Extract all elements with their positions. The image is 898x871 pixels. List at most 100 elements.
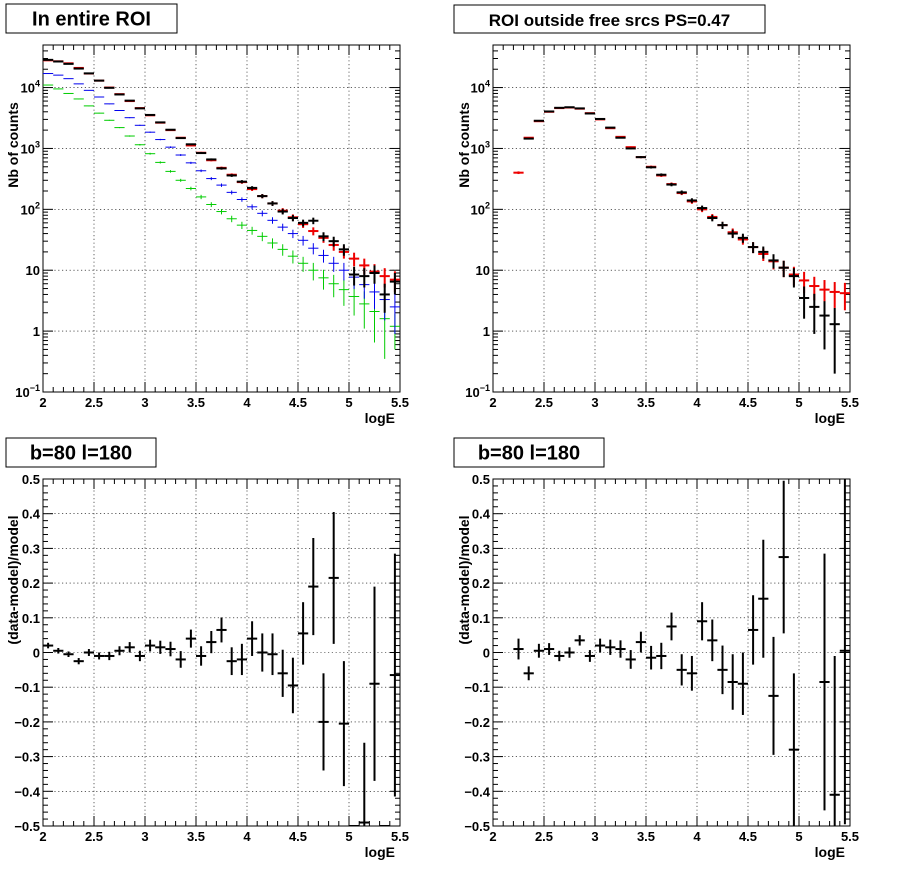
series-1 (43, 73, 400, 334)
y-axis-label: (data-model)/model (5, 515, 21, 644)
x-tick-label: 2 (39, 395, 46, 410)
y-tick-label: −0.2 (464, 715, 490, 730)
y-tick-label: 0.2 (22, 576, 40, 591)
panel-p3: 2 2.5 3 3.5 4 4.5 5 5.5 −0.5 −0.4 −0.3 −0.2 −0.1 0 0.1… (5, 437, 409, 860)
y-tick-label: 102 (21, 200, 40, 217)
y-axis: −0.5 −0.4 −0.3 −0.2 −0.1 0 0.1 0.2 0.3 0.4 0.5 (464, 472, 850, 834)
chart-title-box (453, 437, 605, 468)
chart-title: ROI outside free srcs PS=0.47 (489, 11, 730, 30)
x-tick-label: 2 (489, 395, 496, 410)
grid (42, 478, 401, 827)
series-0 (513, 479, 850, 826)
y-tick-label: 0.5 (472, 472, 490, 487)
x-tick-label: 4 (693, 829, 701, 844)
grid (492, 45, 851, 393)
x-axis-label: logE (365, 410, 395, 426)
x-tick-label: 3.5 (637, 395, 655, 410)
x-axis-label: logE (815, 844, 845, 860)
y-tick-label: 104 (471, 79, 490, 96)
y-tick-label: 1 (33, 324, 40, 339)
y-axis-label: Nb of counts (5, 102, 21, 188)
chart-title-box (5, 437, 157, 468)
series-0 (43, 511, 400, 826)
x-tick-label: 4 (243, 395, 251, 410)
grid (492, 478, 851, 827)
x-tick-label: 5.5 (841, 829, 859, 844)
x-tick-label: 4.5 (739, 829, 757, 844)
y-tick-label: 0.5 (22, 472, 40, 487)
x-tick-label: 2.5 (535, 829, 553, 844)
y-tick-label: 0.1 (472, 611, 490, 626)
series-0 (43, 84, 400, 359)
x-axis: 2 2.5 3 3.5 4 4.5 5 5.5 (39, 45, 409, 410)
x-tick-label: 5 (795, 395, 802, 410)
y-tick-label: −0.5 (14, 819, 40, 834)
panel-p2: 2 2.5 3 3.5 4 4.5 5 5.5 10−1 1 10 102 103 104 logE Nb o… (453, 4, 859, 426)
y-tick-label: 0.3 (22, 541, 40, 556)
x-tick-label: 3 (141, 829, 148, 844)
series-3 (43, 58, 400, 313)
x-tick-label: 3 (141, 395, 148, 410)
panel-p4: 2 2.5 3 3.5 4 4.5 5 5.5 −0.5 −0.4 −0.3 −0.2 −0.1 0 0.1… (453, 437, 859, 860)
series-2 (43, 59, 400, 292)
x-axis: 2 2.5 3 3.5 4 4.5 5 5.5 (39, 479, 409, 844)
y-axis-label: Nb of counts (456, 102, 472, 188)
x-tick-label: 3.5 (187, 395, 205, 410)
y-tick-label: 0.1 (22, 611, 40, 626)
y-tick-label: 1 (483, 324, 490, 339)
x-tick-label: 4.5 (739, 395, 757, 410)
x-tick-label: 5.5 (391, 395, 409, 410)
chart-title: In entire ROI (32, 9, 151, 31)
y-tick-label: 0.4 (22, 507, 41, 522)
x-axis-label: logE (815, 410, 845, 426)
y-axis: 10−1 1 10 102 103 104 (465, 44, 850, 400)
x-tick-label: 4 (693, 395, 701, 410)
x-tick-label: 4 (243, 829, 251, 844)
y-tick-label: 103 (471, 139, 490, 156)
x-tick-label: 4.5 (289, 829, 307, 844)
x-tick-label: 2.5 (535, 395, 553, 410)
chart-title: b=80 l=180 (478, 443, 580, 465)
y-tick-label: −0.2 (14, 715, 40, 730)
x-tick-label: 3.5 (187, 829, 205, 844)
x-tick-label: 2 (39, 829, 46, 844)
x-tick-label: 4.5 (289, 395, 307, 410)
y-axis-label: (data-model)/model (456, 515, 472, 644)
y-tick-label: 10−1 (15, 383, 40, 400)
y-tick-label: 10−1 (465, 383, 490, 400)
series-0 (513, 106, 850, 311)
plot-frame (492, 44, 851, 393)
y-tick-label: −0.4 (14, 784, 40, 799)
x-tick-label: 5.5 (841, 395, 859, 410)
y-tick-label: 0.2 (472, 576, 490, 591)
x-tick-label: 5 (345, 829, 352, 844)
chart-title: b=80 l=180 (30, 443, 132, 465)
x-axis: 2 2.5 3 3.5 4 4.5 5 5.5 (489, 479, 859, 844)
chart-title-box (453, 4, 766, 34)
chart-title-box (5, 3, 178, 34)
y-tick-label: 0.4 (472, 507, 491, 522)
y-axis: 10−1 1 10 102 103 104 (15, 44, 400, 400)
x-tick-label: 5.5 (391, 829, 409, 844)
x-tick-label: 3.5 (637, 829, 655, 844)
y-tick-label: 0.3 (472, 541, 490, 556)
x-tick-label: 5 (795, 829, 802, 844)
x-tick-label: 2.5 (85, 829, 103, 844)
x-tick-label: 5 (345, 395, 352, 410)
x-axis: 2 2.5 3 3.5 4 4.5 5 5.5 (489, 45, 859, 410)
x-tick-label: 3 (591, 395, 598, 410)
series-1 (523, 106, 840, 374)
x-tick-label: 2.5 (85, 395, 103, 410)
y-tick-label: −0.3 (14, 750, 40, 765)
y-tick-label: 0 (33, 646, 40, 661)
y-tick-label: 104 (21, 79, 40, 96)
y-tick-label: −0.1 (14, 680, 40, 695)
y-tick-label: 10 (26, 263, 40, 278)
x-axis-label: logE (365, 844, 395, 860)
panel-p1: 2 2.5 3 3.5 4 4.5 5 5.5 10−1 1 10 102 103 104 logE Nb o… (5, 3, 409, 426)
y-tick-label: 10 (476, 263, 490, 278)
y-tick-label: 103 (21, 139, 40, 156)
y-tick-label: −0.4 (464, 784, 490, 799)
x-tick-label: 3 (591, 829, 598, 844)
